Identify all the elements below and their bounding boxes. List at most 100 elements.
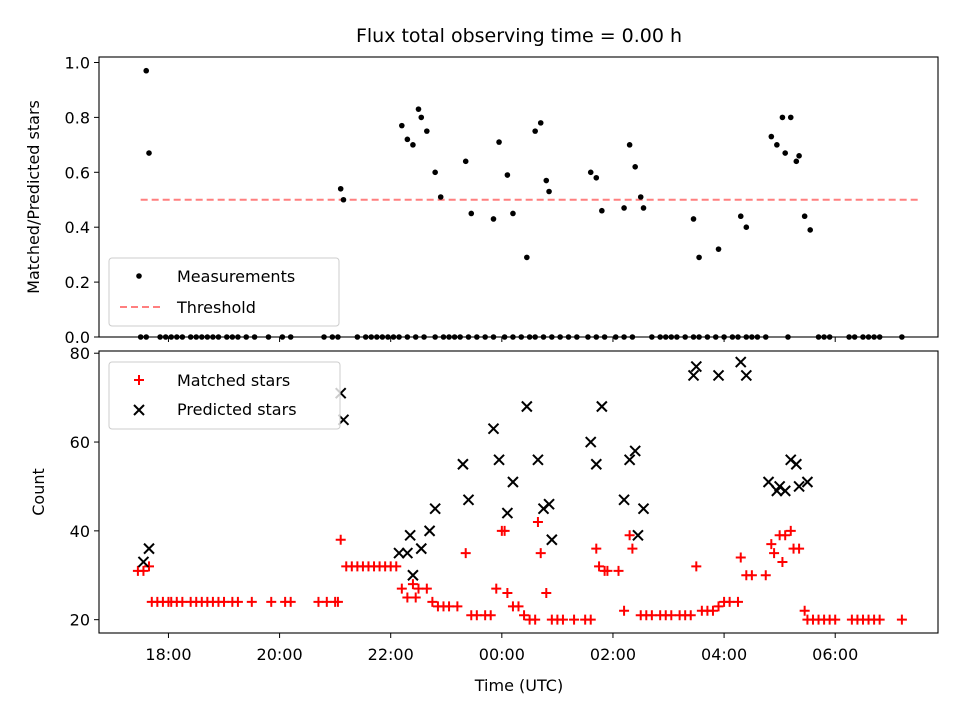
count-y-axis-label: Count bbox=[29, 468, 48, 516]
measurement-point bbox=[504, 172, 511, 178]
matched-star-point bbox=[246, 596, 257, 607]
ratio-y-tick-label: 0.6 bbox=[65, 163, 90, 182]
predicted-star-point bbox=[423, 525, 436, 537]
predicted-star-point bbox=[457, 458, 469, 470]
measurement-point bbox=[415, 106, 422, 112]
count-y-tick-label: 80 bbox=[70, 344, 90, 363]
time-x-tick-label: 06:00 bbox=[812, 645, 858, 664]
matched-star-point bbox=[613, 565, 624, 576]
matched-star-point bbox=[585, 614, 596, 625]
predicted-star-point bbox=[487, 423, 500, 435]
predicted-star-point bbox=[632, 529, 644, 542]
predicted-star-point bbox=[590, 458, 602, 470]
measurement-point bbox=[787, 114, 794, 121]
matched-star-point bbox=[594, 561, 605, 572]
ratio-panel: 0.0 0.2 0.4 0.6 0.8 1.0 Matched/Predicted sta… bbox=[24, 53, 939, 347]
measurement-point bbox=[490, 216, 497, 222]
time-x-ticks: 18:00 20:00 22:00 00:00 02:00 04:00 06:00 bbox=[145, 633, 858, 664]
matched-star-point bbox=[760, 570, 771, 581]
matched-star-point bbox=[666, 610, 677, 621]
matched-star-point bbox=[785, 525, 796, 536]
measurement-point bbox=[593, 174, 600, 181]
matched-star-point bbox=[713, 601, 724, 612]
count-legend-box bbox=[108, 361, 341, 430]
measurement-point bbox=[337, 185, 344, 192]
predicted-star-point bbox=[521, 400, 533, 413]
measurement-point bbox=[468, 210, 475, 217]
ratio-legend-box bbox=[108, 257, 340, 327]
count-legend: Matched stars Predicted stars bbox=[108, 361, 341, 430]
measurement-point bbox=[807, 227, 814, 233]
legend-label-matched: Matched stars bbox=[177, 371, 290, 390]
predicted-star-point bbox=[623, 454, 636, 466]
matched-star-point bbox=[766, 539, 777, 550]
matched-star-point bbox=[724, 596, 735, 607]
predicted-star-point bbox=[801, 476, 814, 488]
predicted-star-point bbox=[546, 534, 558, 546]
count-y-ticks: 20 40 60 80 bbox=[70, 344, 99, 630]
measurement-point bbox=[637, 194, 644, 200]
matched-star-point bbox=[502, 588, 513, 599]
legend-label-predicted: Predicted stars bbox=[177, 400, 297, 419]
predicted-star-point bbox=[507, 476, 519, 488]
matched-star-point bbox=[460, 548, 471, 559]
matched-star-point bbox=[777, 556, 788, 567]
matched-star-point bbox=[691, 561, 702, 572]
matched-star-point bbox=[444, 601, 455, 612]
predicted-star-point bbox=[740, 369, 753, 382]
matched-star-point bbox=[452, 601, 463, 612]
matched-star-point bbox=[427, 596, 438, 607]
predicted-star-point bbox=[735, 356, 747, 368]
matched-star-point bbox=[780, 530, 791, 541]
matched-star-point bbox=[471, 610, 482, 621]
matched-star-point bbox=[321, 596, 332, 607]
matched-star-point bbox=[499, 525, 510, 536]
predicted-star-point bbox=[532, 454, 544, 466]
legend-marker-predicted bbox=[133, 404, 145, 416]
measurement-point bbox=[640, 205, 647, 211]
matched-star-point bbox=[335, 534, 346, 545]
time-x-tick-label: 00:00 bbox=[479, 645, 525, 664]
predicted-star-point bbox=[687, 369, 700, 382]
count-y-tick-label: 40 bbox=[70, 522, 90, 541]
measurement-point bbox=[404, 136, 411, 143]
measurement-point bbox=[543, 177, 550, 184]
measurement-point bbox=[774, 142, 780, 148]
predicted-star-point bbox=[143, 542, 155, 555]
count-y-tick-label: 20 bbox=[70, 611, 90, 630]
measurement-point bbox=[143, 67, 150, 74]
measurement-point bbox=[532, 128, 538, 134]
count-panel: 20 40 60 80 18:00 20:00 22:00 00:00 02:00 04:00 0… bbox=[29, 344, 939, 695]
matched-star-point bbox=[402, 592, 413, 603]
measurement-point bbox=[599, 207, 605, 214]
measurement-point bbox=[410, 142, 416, 148]
predicted-star-point bbox=[790, 458, 803, 470]
predicted-star-point bbox=[415, 542, 427, 555]
matched-star-point bbox=[332, 596, 343, 607]
matched-star-point bbox=[266, 596, 277, 607]
matched-star-point bbox=[735, 552, 746, 563]
legend-label-measurements: Measurements bbox=[177, 267, 295, 286]
ratio-y-tick-label: 0.8 bbox=[65, 108, 90, 127]
matched-star-point bbox=[413, 583, 424, 594]
matched-star-point bbox=[530, 614, 541, 625]
predicted-star-point bbox=[393, 547, 405, 559]
measurement-point bbox=[768, 133, 775, 140]
matched-star-point bbox=[896, 614, 907, 625]
ratio-y-axis-label: Matched/Predicted stars bbox=[24, 100, 43, 294]
predicted-star-point bbox=[618, 494, 630, 506]
matched-star-point bbox=[874, 614, 885, 625]
matched-star-point bbox=[407, 579, 418, 590]
predicted-star-point bbox=[401, 547, 414, 559]
ratio-y-tick-label: 0.0 bbox=[65, 328, 90, 347]
matched-star-point bbox=[541, 588, 552, 599]
ratio-marks bbox=[137, 67, 919, 340]
measurement-point bbox=[779, 114, 786, 121]
measurement-point bbox=[793, 158, 800, 165]
matched-star-point bbox=[707, 605, 718, 616]
x-axis-label: Time (UTC) bbox=[474, 676, 563, 695]
ratio-panel-frame bbox=[98, 56, 939, 338]
measurement-point bbox=[621, 205, 627, 211]
measurement-point bbox=[510, 210, 516, 217]
